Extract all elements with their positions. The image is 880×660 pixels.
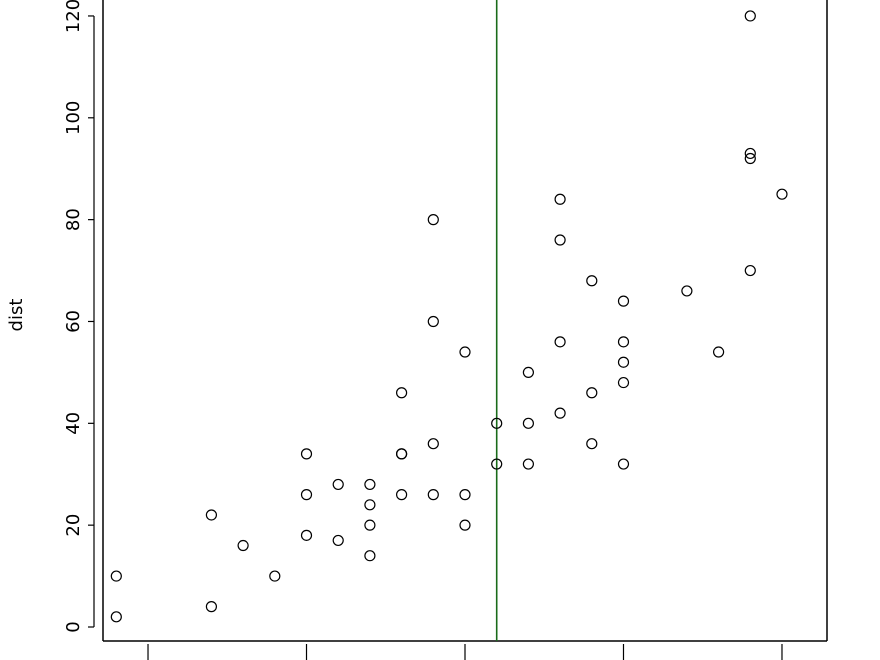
data-point <box>712 346 725 358</box>
data-point <box>364 499 376 511</box>
y-axis-title: dist <box>6 299 27 332</box>
data-point <box>522 366 534 378</box>
data-point <box>364 550 376 562</box>
data-point <box>300 448 313 460</box>
data-point <box>554 234 566 246</box>
data-point <box>776 188 788 200</box>
data-point <box>491 417 503 429</box>
data-point <box>427 315 439 328</box>
data-point <box>364 519 376 531</box>
data-point <box>237 539 249 552</box>
data-point <box>459 519 471 531</box>
plot-frame <box>102 0 828 642</box>
data-point <box>300 529 313 541</box>
data-point <box>300 489 313 501</box>
data-point <box>681 285 693 297</box>
data-point <box>744 264 756 277</box>
data-point <box>617 356 630 368</box>
data-point <box>396 387 408 399</box>
y-tick-label: 80 <box>63 208 84 231</box>
data-point <box>744 147 756 160</box>
y-tick-label: 40 <box>63 412 84 435</box>
data-point <box>744 10 756 22</box>
data-point <box>110 570 122 582</box>
data-point <box>586 275 598 287</box>
data-point <box>396 448 408 460</box>
data-point <box>396 489 408 501</box>
data-point <box>459 346 471 358</box>
data-point <box>110 611 122 623</box>
y-tick-label: 120 <box>63 0 84 33</box>
data-point <box>427 214 439 226</box>
data-point <box>205 509 218 521</box>
data-point <box>554 193 566 205</box>
data-point <box>617 295 630 307</box>
points-layer <box>110 10 788 623</box>
data-point <box>586 438 598 450</box>
data-point <box>586 387 598 399</box>
y-axis: 0 20 40 60 80 100 120 <box>63 0 95 633</box>
data-point <box>617 376 630 389</box>
data-point <box>522 417 534 429</box>
y-tick-label: 60 <box>63 310 84 333</box>
data-point <box>427 489 439 501</box>
data-point <box>364 478 376 491</box>
data-point <box>522 458 534 470</box>
data-point <box>554 407 566 419</box>
data-point <box>269 570 281 582</box>
data-point <box>459 489 471 501</box>
y-tick-label: 100 <box>63 101 84 135</box>
data-point <box>554 336 566 348</box>
y-tick-label: 20 <box>63 514 84 537</box>
data-point <box>205 601 218 613</box>
data-point <box>332 478 344 491</box>
data-point <box>427 438 439 450</box>
data-point <box>617 336 630 348</box>
x-axis <box>147 644 783 660</box>
y-tick-label: 0 <box>63 621 84 632</box>
data-point <box>744 152 756 165</box>
data-point <box>491 458 503 470</box>
data-point <box>332 534 344 547</box>
data-point <box>617 458 630 470</box>
